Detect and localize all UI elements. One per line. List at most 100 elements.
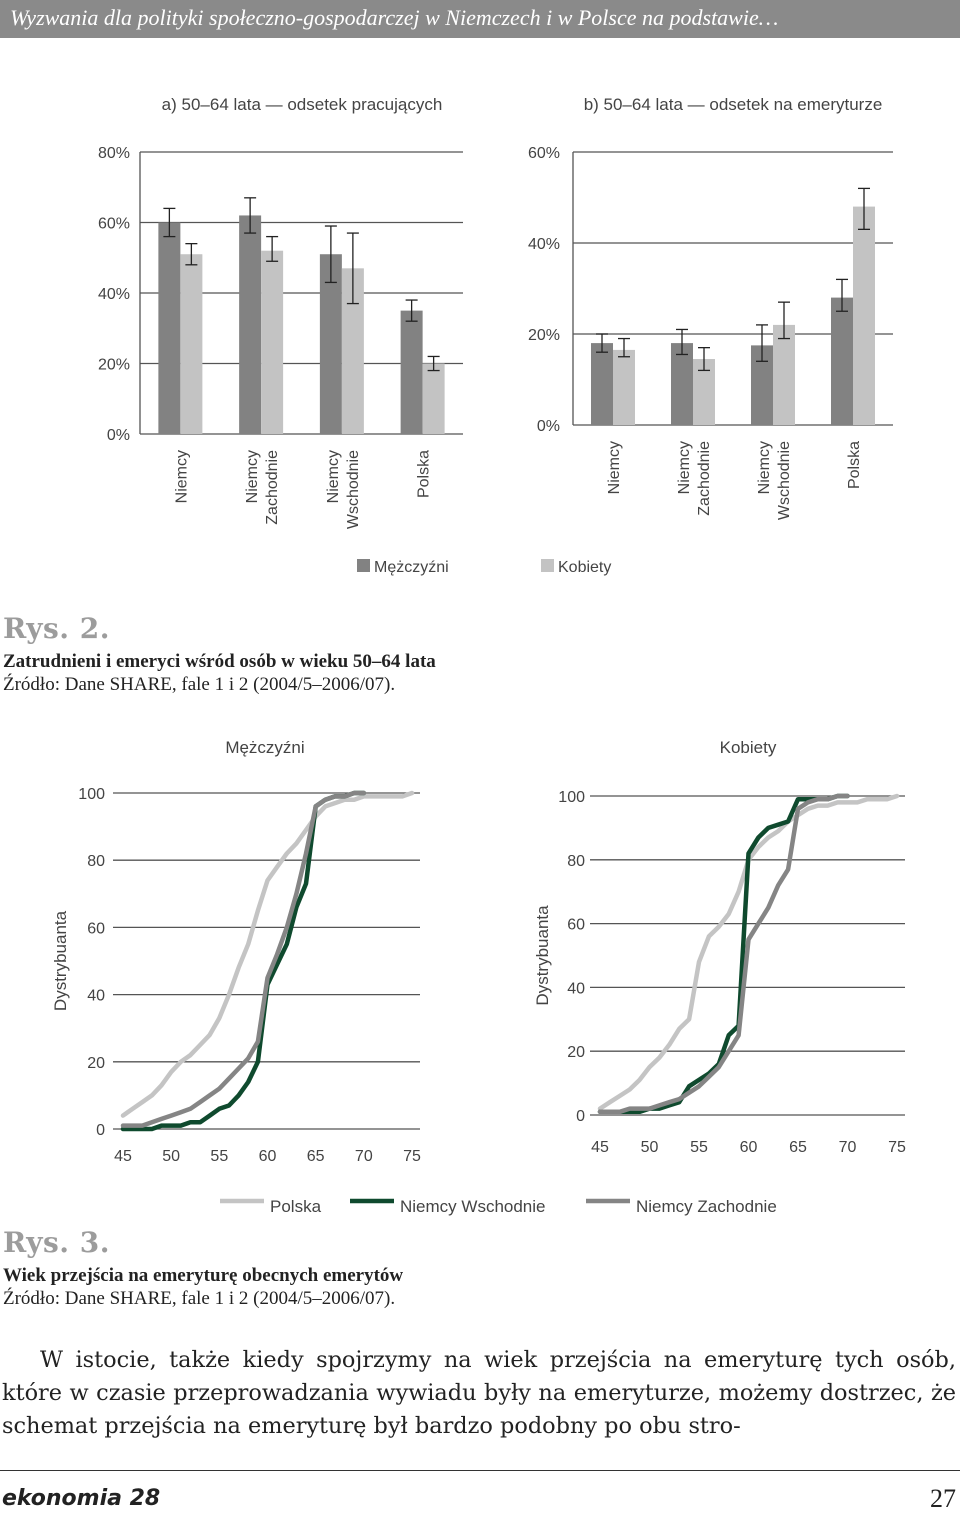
chart-a-bar	[158, 222, 181, 434]
figure-2-legend: Mężczyźni Kobiety	[357, 559, 611, 576]
chart-a-bar	[341, 268, 364, 434]
chart-men-y-tick: 40	[87, 988, 105, 1005]
figure-3-label: Rys. 3.	[3, 1226, 111, 1259]
chart-b-bar	[591, 343, 613, 425]
figure-2-label: Rys. 2.	[3, 612, 111, 645]
chart-b-y-tick: 40%	[528, 236, 560, 253]
figure-2-source: Źródło: Dane SHARE, fale 1 i 2 (2004/5–2…	[3, 674, 396, 695]
footer-rule	[0, 1470, 960, 1471]
chart-women-x-tick: 75	[888, 1139, 906, 1156]
chart-men-y-axis-label: Dystrybuanta	[51, 910, 70, 1011]
chart-women-y-tick: 100	[558, 789, 585, 806]
chart-a-bar	[239, 215, 262, 434]
chart-men-title: Mężczyźni	[225, 738, 304, 757]
chart-a-category-label: Polska	[416, 450, 433, 498]
chart-men-x-tick: 70	[355, 1148, 373, 1165]
chart-a-bar	[400, 310, 423, 434]
chart-b-bar	[693, 359, 715, 425]
figure-3-source: Źródło: Dane SHARE, fale 1 i 2 (2004/5–2…	[3, 1288, 396, 1309]
chart-a-category-label: Niemcy Wschodnie	[325, 450, 362, 529]
chart-b-category-label: Niemcy Zachodnie	[676, 441, 713, 516]
chart-b-category-label: Niemcy Wschodnie	[756, 441, 793, 520]
chart-women-y-tick: 20	[567, 1044, 585, 1061]
chart-men-y-tick: 0	[96, 1122, 105, 1139]
chart-b-bar	[613, 349, 635, 425]
chart-women-y-tick: 40	[567, 980, 585, 997]
category-label-line: Wschodnie	[345, 450, 362, 529]
category-label-line: Zachodnie	[696, 441, 713, 516]
chart-a-error-bar	[185, 242, 198, 266]
chart-women-title: Kobiety	[720, 738, 777, 757]
chart-women-y-tick: 80	[567, 853, 585, 870]
chart-men-x-tick: 75	[403, 1148, 421, 1165]
chart-women-series-line	[597, 793, 850, 1115]
figure-2-title: Zatrudnieni i emeryci wśród osób w wieku…	[3, 651, 436, 672]
body-paragraph: W istocie, także kiedy spojrzymy na wiek…	[2, 1347, 956, 1439]
chart-b-error-bar	[676, 328, 688, 356]
chart-b-y-tick: 60%	[528, 145, 560, 162]
legend-label-women: Kobiety	[558, 559, 611, 576]
chart-a-error-bar	[405, 299, 418, 322]
chart-b-error-bar	[618, 337, 630, 358]
chart-a-error-bar	[266, 235, 279, 262]
figure-3-title: Wiek przejścia na emeryturę obecnych eme…	[3, 1265, 404, 1286]
legend-label: Niemcy Wschodnie	[400, 1197, 546, 1216]
chart-b-error-bar	[778, 301, 790, 340]
chart-b-error-bar	[836, 278, 848, 312]
chart-a-y-tick: 20%	[98, 357, 130, 374]
legend-swatch-men	[357, 559, 370, 572]
chart-a-title: a) 50–64 lata — odsetek pracujących	[162, 95, 443, 114]
figure-2-bar-charts: a) 50–64 lata — odsetek pracujących 0% 20%…	[98, 95, 893, 576]
chart-men-y-tick: 60	[87, 920, 105, 937]
chart-b-bar	[853, 206, 875, 425]
chart-a-y-tick: 60%	[98, 216, 130, 233]
chart-a-error-bar	[346, 232, 359, 305]
chart-a-bar	[319, 254, 342, 434]
body-text: W istocie, także kiedy spojrzymy na wiek…	[2, 1344, 956, 1443]
legend-label: Polska	[270, 1197, 322, 1216]
chart-men-x-tick: 55	[210, 1148, 228, 1165]
chart-b-category-label: Niemcy	[606, 441, 623, 494]
chart-a-error-bar	[427, 355, 440, 372]
chart-women-x-tick: 60	[740, 1139, 758, 1156]
figure-3-legend: Polska Niemcy Wschodnie Niemcy Zachodnie	[220, 1197, 777, 1216]
footer-page-number: 27	[930, 1484, 956, 1513]
chart-a-y-tick: 0%	[107, 427, 130, 444]
chart-women-x-tick: 45	[591, 1139, 609, 1156]
category-label-line: Niemcy	[676, 441, 693, 494]
chart-b-error-bar	[698, 346, 710, 372]
category-label-line: Wschodnie	[776, 441, 793, 520]
chart-a-category-label: Niemcy Zachodnie	[244, 450, 281, 525]
chart-a-bar	[180, 254, 203, 434]
chart-a-y-tick: 80%	[98, 145, 130, 162]
running-header-bar: Wyzwania dla polityki społeczno-gospodar…	[0, 0, 960, 38]
category-label-line: Niemcy	[325, 450, 342, 503]
chart-a-bar	[261, 250, 284, 434]
legend-label-men: Mężczyźni	[374, 559, 449, 576]
chart-men-series-line	[120, 790, 367, 1128]
chart-a-error-bar	[163, 207, 176, 238]
legend-label: Niemcy Zachodnie	[636, 1197, 777, 1216]
chart-b-bar	[671, 343, 693, 425]
chart-b-bar	[831, 297, 853, 425]
category-label-line: Niemcy	[244, 450, 261, 503]
chart-b-y-tick: 0%	[537, 418, 560, 435]
chart-women-series-line	[597, 793, 850, 1115]
category-label-line: Polska	[416, 450, 433, 498]
chart-women-y-tick: 60	[567, 917, 585, 934]
chart-men-series-line	[120, 790, 415, 1118]
chart-a-bar	[422, 363, 445, 434]
category-label-line: Niemcy	[173, 450, 190, 503]
chart-a-y-tick: 40%	[98, 286, 130, 303]
chart-men-x-tick: 60	[259, 1148, 277, 1165]
chart-women-x-tick: 50	[641, 1139, 659, 1156]
chart-b-y-tick: 20%	[528, 327, 560, 344]
chart-a-error-bar	[244, 197, 257, 234]
chart-a-error-bar	[324, 225, 337, 284]
chart-women-x-tick: 70	[839, 1139, 857, 1156]
figure-3-line-charts: Mężczyźni Dystrybuanta 0 20 40 60 80 100 45 50 55 6…	[51, 738, 906, 1216]
figure-3-caption: Rys. 3. Wiek przejścia na emeryturę obec…	[3, 1226, 403, 1310]
chart-men-x-tick: 50	[162, 1148, 180, 1165]
chart-men-y-tick: 20	[87, 1055, 105, 1072]
running-header-title: Wyzwania dla polityki społeczno-gospodar…	[10, 5, 779, 30]
